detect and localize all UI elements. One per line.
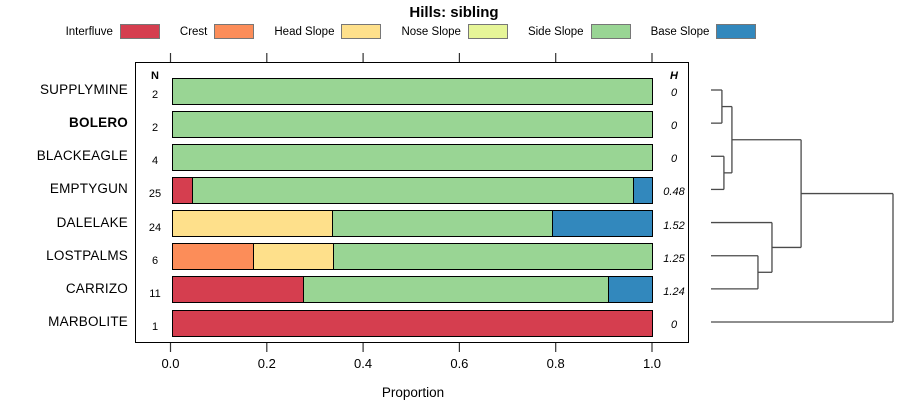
stacked-bar-supplymine — [171, 77, 653, 105]
stacked-bar-blackeagle — [171, 143, 653, 171]
bar-segment-interfluve — [172, 177, 192, 203]
legend-label: Interfluve — [65, 25, 113, 38]
row-n-value: 2 — [151, 89, 159, 101]
legend-label: Nose Slope — [401, 25, 461, 38]
row-n-value: 25 — [148, 188, 162, 201]
row-n-value: 11 — [149, 287, 161, 300]
x-axis-title: Proportion — [381, 385, 445, 400]
legend-color-swatch — [214, 24, 255, 39]
bar-segment-head-slope — [172, 211, 333, 237]
row-h-value: 0 — [670, 153, 678, 166]
x-axis-tick-label: 0.0 — [161, 356, 180, 371]
legend-item-crest: Crest — [179, 24, 255, 39]
legend-color-swatch — [341, 24, 382, 39]
legend-item-nose-slope: Nose Slope — [401, 24, 508, 39]
legend-item-interfluve: Interfluve — [66, 24, 160, 39]
bar-segment-side-slope — [332, 211, 552, 237]
bar-segment-head-slope — [252, 244, 333, 270]
legend: Interfluve Crest Head Slope Nose Slope Side … — [0, 24, 822, 39]
n-column-header: N — [151, 70, 159, 82]
legend-label: Crest — [179, 25, 208, 38]
bar-segment-side-slope — [172, 78, 652, 104]
row-h-value: 0 — [670, 87, 678, 99]
bar-segment-base-slope — [632, 177, 652, 203]
stacked-bar-lostpalms — [171, 243, 653, 271]
stacked-bar-dalelake — [171, 210, 653, 238]
bar-segment-base-slope — [608, 277, 652, 303]
bar-segment-crest — [172, 244, 253, 270]
row-label-bolero: BOLERO — [69, 115, 128, 131]
x-axis-tick-label: 0.4 — [354, 356, 373, 371]
row-h-value: 1.25 — [663, 252, 685, 265]
row-label-supplymine: SUPPLYMINE — [39, 82, 128, 97]
row-label-dalelake: DALELAKE — [56, 214, 128, 230]
row-h-value: 0 — [670, 120, 678, 133]
legend-color-swatch — [467, 24, 508, 39]
legend-label: Head Slope — [274, 25, 335, 38]
stacked-bar-marbolite — [171, 309, 653, 337]
legend-label: Base Slope — [650, 25, 710, 38]
row-h-value: 1.52 — [663, 219, 685, 232]
legend-item-head-slope: Head Slope — [274, 24, 382, 39]
x-axis-tick-label: 1.0 — [642, 356, 662, 371]
row-n-value: 2 — [151, 122, 159, 135]
bar-segment-interfluve — [172, 310, 652, 336]
row-label-blackeagle: BLACKEAGLE — [36, 148, 128, 164]
row-label-carrizo: CARRIZO — [65, 280, 128, 296]
row-n-value: 4 — [151, 155, 159, 168]
bar-segment-side-slope — [191, 177, 633, 203]
x-axis-tick-label: 0.2 — [257, 356, 276, 371]
bar-segment-interfluve — [172, 277, 304, 303]
bar-segment-base-slope — [551, 211, 652, 237]
row-label-lostpalms: LOSTPALMS — [46, 247, 128, 263]
chart-title: Hills: sibling — [409, 4, 499, 21]
bar-segment-side-slope — [332, 244, 652, 270]
row-h-value: 1.24 — [663, 285, 685, 298]
row-n-value: 1 — [151, 321, 159, 333]
row-h-value: 0 — [670, 319, 678, 331]
stacked-bar-emptygun — [171, 176, 653, 204]
legend-item-side-slope: Side Slope — [528, 24, 631, 39]
row-h-value: 0.48 — [663, 186, 685, 199]
bar-segment-side-slope — [172, 144, 652, 170]
stacked-bar-bolero — [171, 110, 653, 138]
h-column-header: H — [670, 70, 678, 82]
legend-color-swatch — [716, 24, 757, 39]
x-axis-tick-label: 0.8 — [546, 356, 565, 371]
stacked-bar-carrizo — [171, 276, 653, 304]
legend-label: Side Slope — [527, 25, 584, 38]
row-label-emptygun: EMPTYGUN — [49, 181, 128, 197]
legend-item-base-slope: Base Slope — [651, 24, 757, 39]
row-n-value: 24 — [148, 221, 162, 234]
row-label-marbolite: MARBOLITE — [48, 314, 128, 329]
x-axis-tick-label: 0.6 — [450, 356, 469, 371]
bar-segment-side-slope — [172, 111, 652, 137]
plot-area: N H 2 0 2 0 4 0 25 0.48 24 1.52 6 1.25 11 1.24 1 0 — [135, 62, 689, 343]
legend-color-swatch — [590, 24, 631, 39]
row-n-value: 6 — [151, 254, 159, 267]
legend-color-swatch — [119, 24, 160, 39]
bar-segment-side-slope — [303, 277, 609, 303]
